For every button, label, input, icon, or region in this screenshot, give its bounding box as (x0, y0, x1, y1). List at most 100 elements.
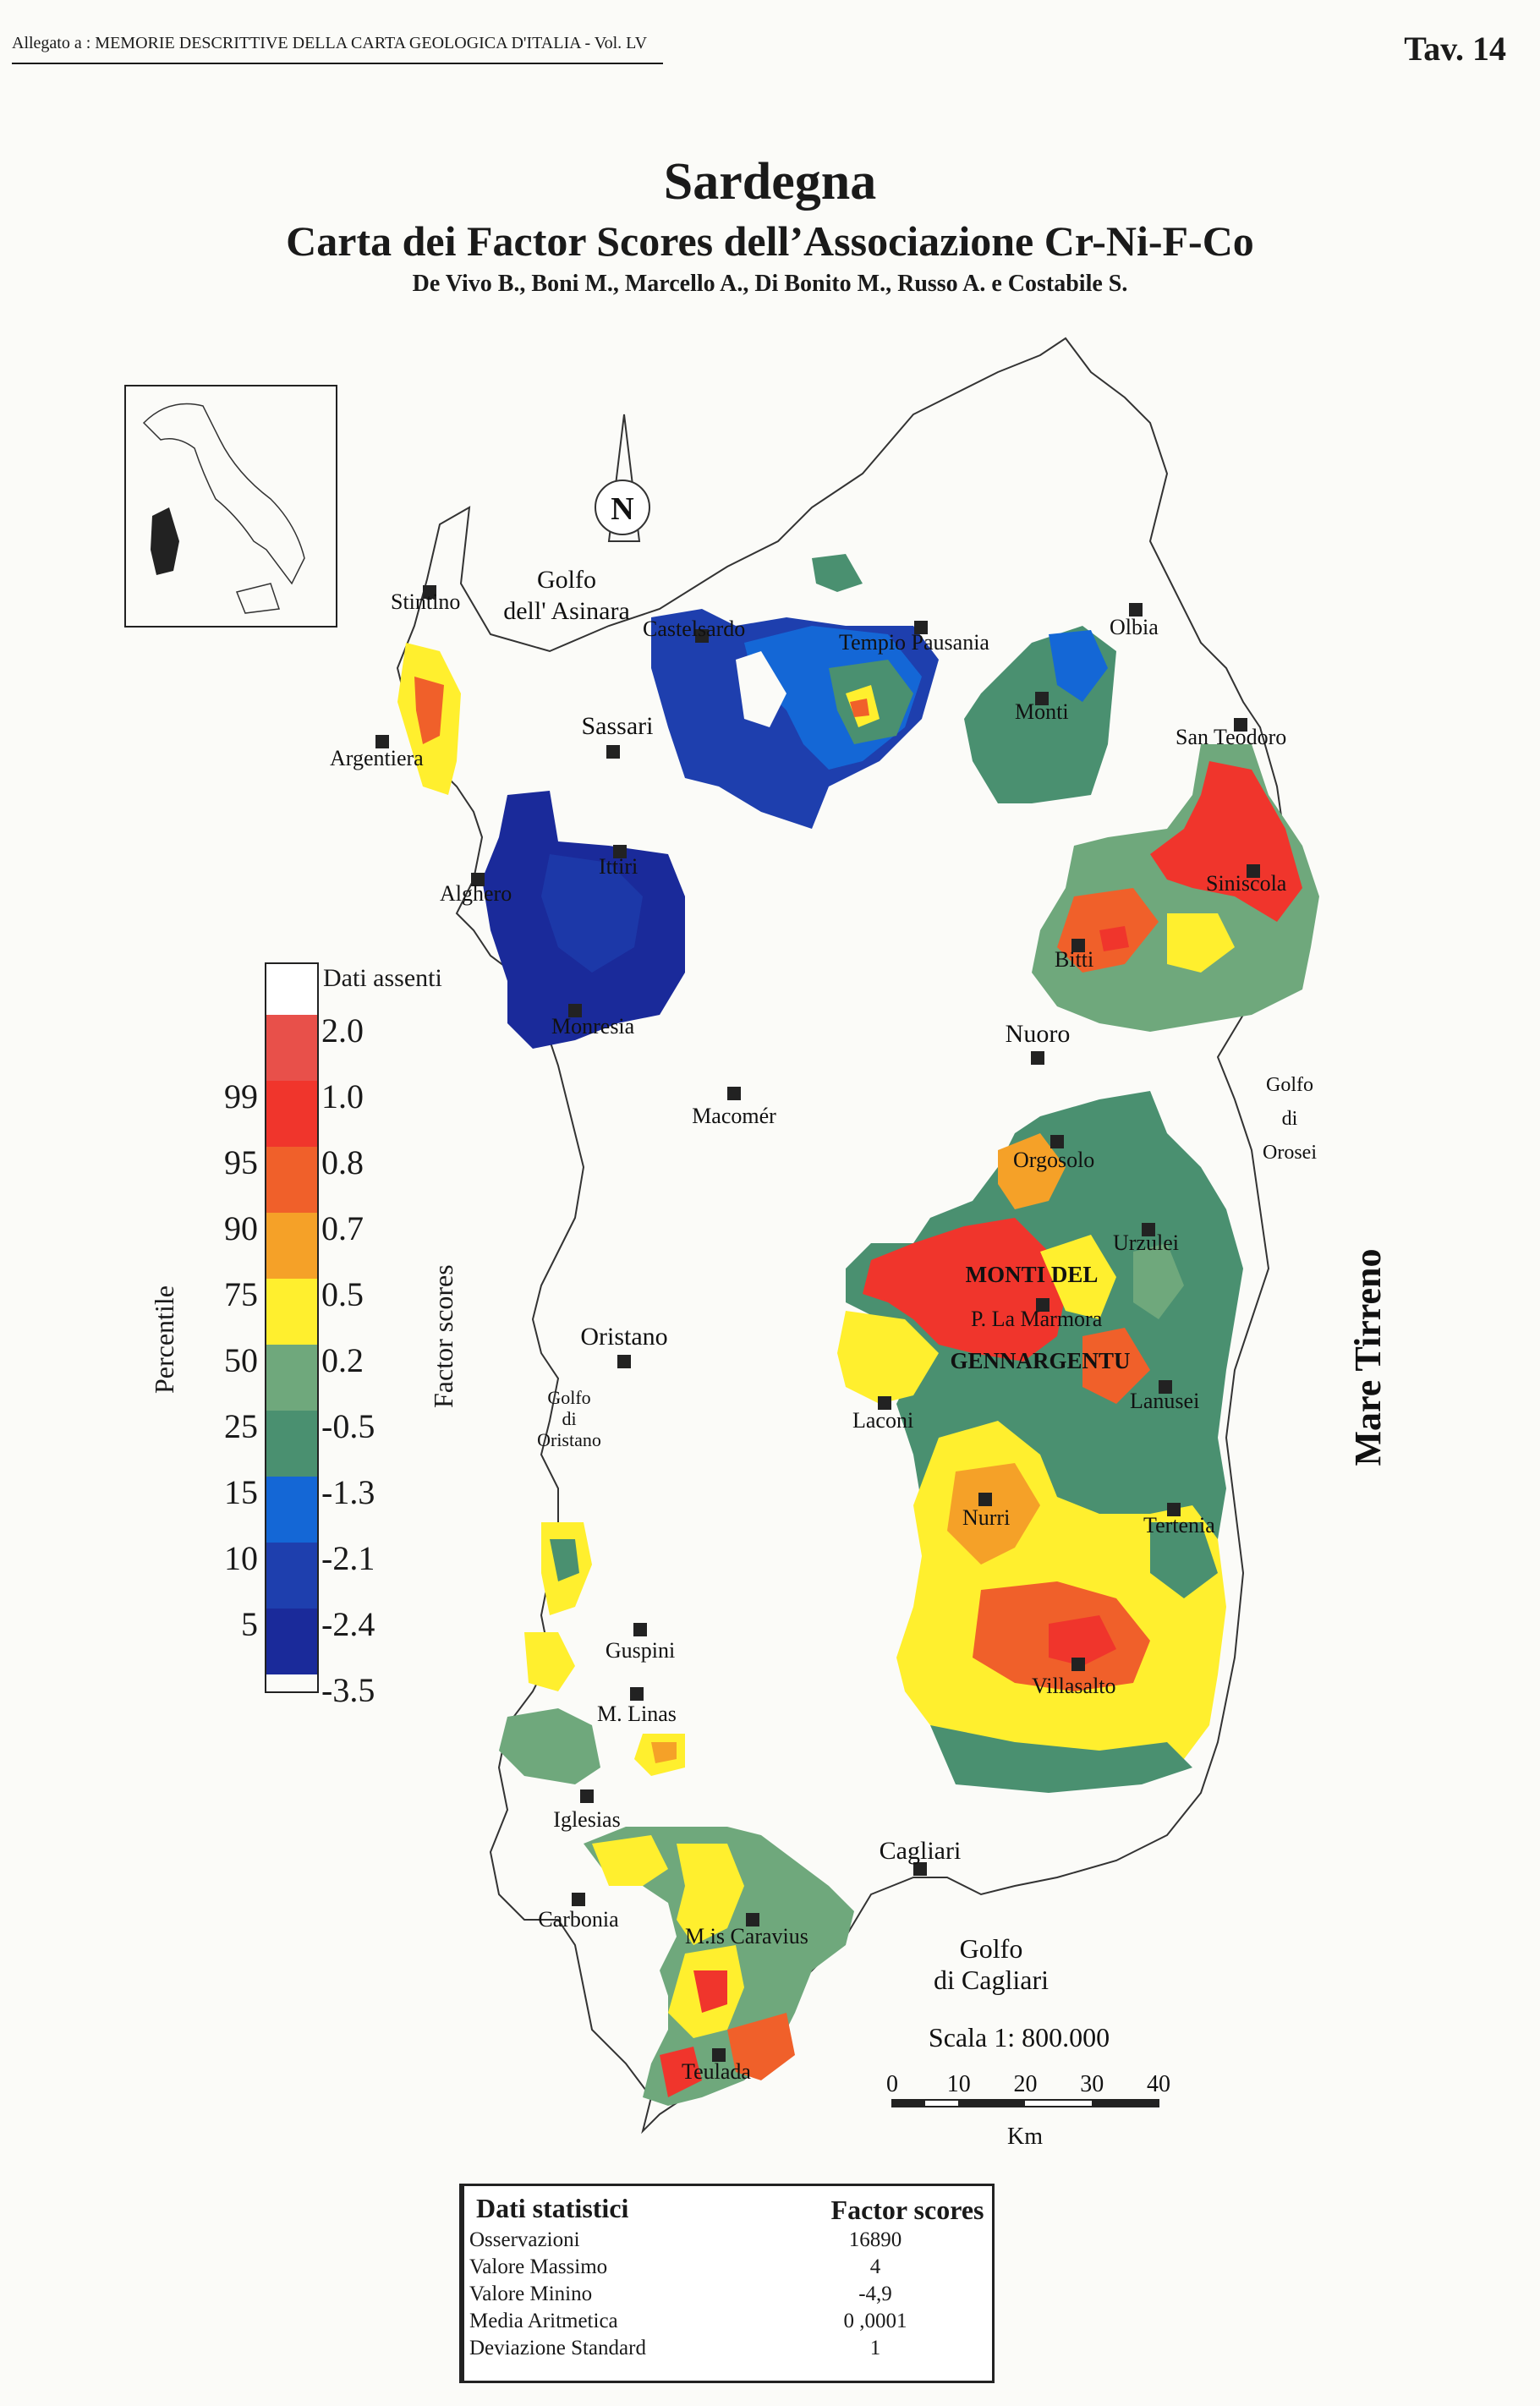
place-bitti: Bitti (1055, 939, 1093, 972)
legend-colorbar (265, 962, 319, 1693)
place-siniscola: Siniscola (1206, 864, 1287, 896)
place-sassari: Sassari (582, 712, 654, 759)
monti-label: MONTI DEL (966, 1262, 1099, 1287)
place-name: Urzulei (1113, 1230, 1179, 1255)
legend-percentile-tick: 10 (224, 1539, 258, 1577)
place-name: Bitti (1055, 947, 1093, 972)
header-plate-number: Tav. 14 (1404, 30, 1506, 68)
legend-factor-tick: 1.0 (321, 1077, 364, 1115)
place-marker (1142, 1223, 1155, 1236)
legend-factor-tick: -2.1 (321, 1539, 375, 1577)
place-marker (1071, 939, 1085, 952)
place-name: Nurri (962, 1505, 1010, 1530)
map-authors: De Vivo B., Boni M., Marcello A., Di Bon… (412, 271, 1128, 297)
stats-value: 1 (869, 2337, 881, 2359)
stats-key: Media Aritmetica (469, 2310, 618, 2332)
place-m-is-caravius: M.is Caravius (685, 1913, 808, 1948)
place-p-la-marmora: P. La Marmora (971, 1298, 1103, 1331)
score-patches (397, 554, 1319, 2106)
stats-row: Valore Minino -4,9 (469, 2283, 985, 2310)
stats-value: 16890 (848, 2228, 902, 2251)
place-marker (1234, 718, 1247, 732)
legend-swatch (266, 1081, 317, 1147)
place-urzulei: Urzulei (1113, 1223, 1179, 1255)
place-name: M. Linas (597, 1702, 677, 1726)
place-marker (1036, 1298, 1050, 1312)
legend-percentile-tick: 99 (224, 1077, 258, 1115)
stats-title: Dati statistici (476, 2193, 629, 2223)
place-marker (580, 1789, 594, 1803)
place-marker (746, 1913, 759, 1926)
place-marker (375, 735, 389, 748)
place-name: Laconi (852, 1408, 913, 1433)
golfo-oristano-label-2: di (562, 1408, 576, 1429)
place-alghero: Alghero (440, 873, 512, 906)
stats-value: 4 (869, 2255, 881, 2278)
legend-factor-axis-label: Factor scores (428, 1264, 458, 1408)
scale-tick-label: 0 (886, 2071, 898, 2097)
place-marker (695, 629, 709, 643)
place-name: Tempio Pausania (839, 630, 989, 655)
sardinia-outline (396, 337, 1286, 2135)
place-marker (978, 1493, 992, 1506)
place-marker (727, 1087, 741, 1100)
place-monresia: Monresia (551, 1004, 635, 1039)
place-teulada: Teulada (682, 2048, 751, 2084)
place-marker (1167, 1503, 1181, 1516)
place-tertenia: Tertenia (1143, 1503, 1215, 1537)
legend-factor-tick: -1.3 (321, 1473, 375, 1511)
place-name: Tertenia (1143, 1513, 1215, 1537)
place-nurri: Nurri (962, 1493, 1010, 1530)
stats-key: Osservazioni (469, 2228, 580, 2251)
mare-tirreno-label: Mare Tirreno (1347, 1248, 1389, 1466)
stats-row: Valore Massimo 4 (469, 2255, 985, 2283)
place-marker (1159, 1380, 1172, 1394)
place-marker (712, 2048, 726, 2062)
legend-swatch (266, 1411, 317, 1477)
place-name: M.is Caravius (685, 1924, 808, 1948)
legend-factor-tick: 0.7 (321, 1209, 364, 1247)
place-monti: Monti (1015, 692, 1069, 724)
map-subtitle: Carta dei Factor Scores dell’Associazion… (286, 217, 1254, 265)
stats-row: Media Aritmetica 0 ,0001 (469, 2310, 985, 2337)
place-marker (1035, 692, 1049, 705)
golfo-cagliari-label-2: di Cagliari (934, 1965, 1049, 1995)
place-name: Alghero (440, 881, 512, 906)
place-ittiri: Ittiri (599, 845, 638, 879)
place-villasalto: Villasalto (1032, 1658, 1116, 1698)
place-oristano: Oristano (580, 1323, 668, 1368)
place-name: P. La Marmora (971, 1307, 1103, 1331)
scale-unit: Km (1007, 2124, 1043, 2150)
place-marker (572, 1893, 585, 1906)
place-castelsardo: Castelsardo (643, 617, 745, 643)
place-marker (1247, 864, 1260, 878)
legend-swatch (266, 1345, 317, 1411)
place-name: Oristano (580, 1323, 667, 1351)
place-cagliari: Cagliari (880, 1837, 962, 1876)
scale-bar: Scala 1: 800.000 0 10 20 30 40 Km (886, 2022, 1170, 2150)
place-laconi: Laconi (852, 1396, 913, 1433)
map-title: Sardegna (663, 153, 877, 211)
place-marker (630, 1687, 644, 1701)
legend-swatch (266, 1543, 317, 1609)
north-arrow: N (595, 414, 650, 542)
scale-tick-label: 20 (1014, 2071, 1038, 2097)
golfo-asinara-label: Golfo (537, 566, 596, 594)
legend-factor-tick: -0.5 (321, 1407, 375, 1445)
legend-factor-tick: 0.8 (321, 1143, 364, 1181)
legend-swatch (266, 1213, 317, 1279)
place-name: Nuoro (1006, 1020, 1071, 1048)
legend-percentile-tick: 95 (224, 1143, 258, 1181)
place-olbia: Olbia (1110, 603, 1159, 639)
legend-percentile-tick: 90 (224, 1209, 258, 1247)
place-marker (914, 621, 928, 634)
legend-percentile-tick: 25 (224, 1407, 258, 1445)
place-name: Cagliari (880, 1837, 962, 1865)
legend-swatch (266, 964, 317, 1015)
legend-factor-tick: 0.5 (321, 1275, 364, 1313)
golfo-orosei-label: Golfo (1266, 1074, 1313, 1096)
legend-percentile-axis-label: Percentile (149, 1285, 179, 1394)
place-marker (633, 1623, 647, 1636)
stats-key: Valore Minino (469, 2283, 593, 2305)
scale-tick-label: 30 (1080, 2071, 1104, 2097)
